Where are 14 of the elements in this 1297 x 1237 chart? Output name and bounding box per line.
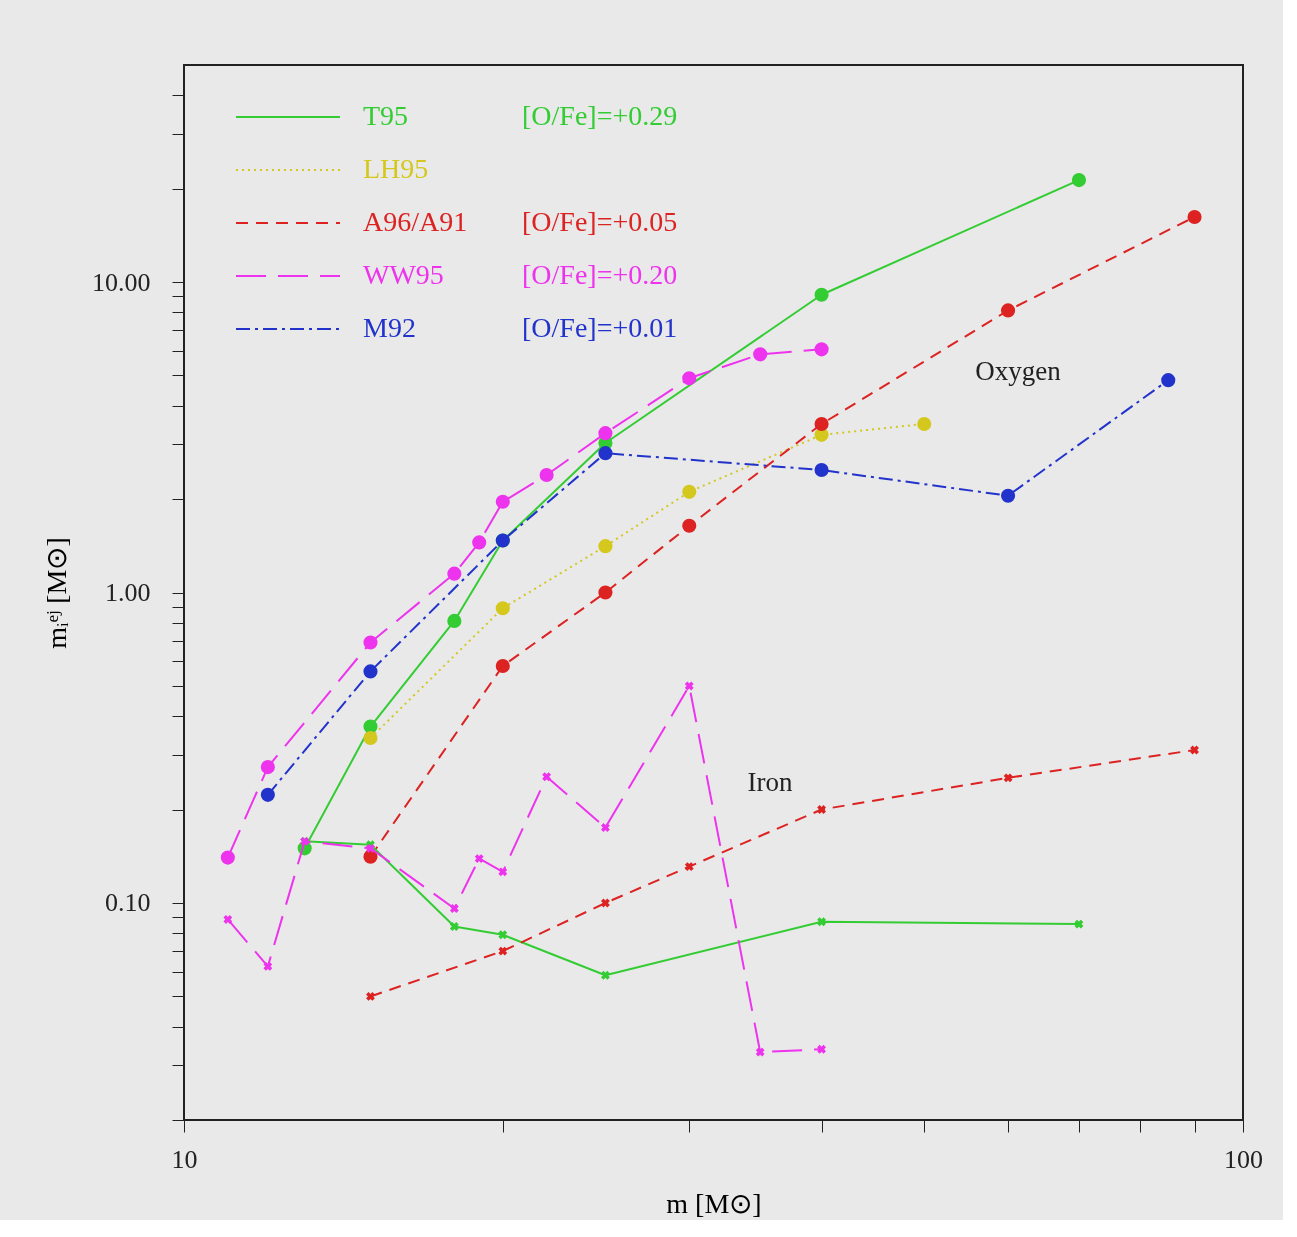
x-tick-label: 100 bbox=[1224, 1144, 1263, 1174]
text: T95 [O/Fe]=+0.29 bbox=[363, 100, 678, 131]
y-tick-label: 1.00 bbox=[105, 578, 151, 607]
x-tick-label: 10 bbox=[171, 1144, 198, 1174]
annotation: Oxygen bbox=[975, 356, 1062, 386]
y-tick-label: 0.10 bbox=[105, 888, 151, 918]
text: A96/A91 [O/Fe]=+0.05 bbox=[363, 206, 678, 237]
annotation: Iron bbox=[747, 767, 793, 797]
x-axis-title: m [M⊙] bbox=[666, 1187, 762, 1219]
text: WW95 [O/Fe]=+0.20 bbox=[363, 259, 678, 290]
text: M92 [O/Fe]=+0.01 bbox=[363, 312, 678, 343]
legend-label: LH95 bbox=[363, 153, 429, 184]
y-tick-label: 10.00 bbox=[92, 267, 151, 297]
y-axis-title: mᵢᵉʲ [M⊙] bbox=[41, 537, 72, 649]
